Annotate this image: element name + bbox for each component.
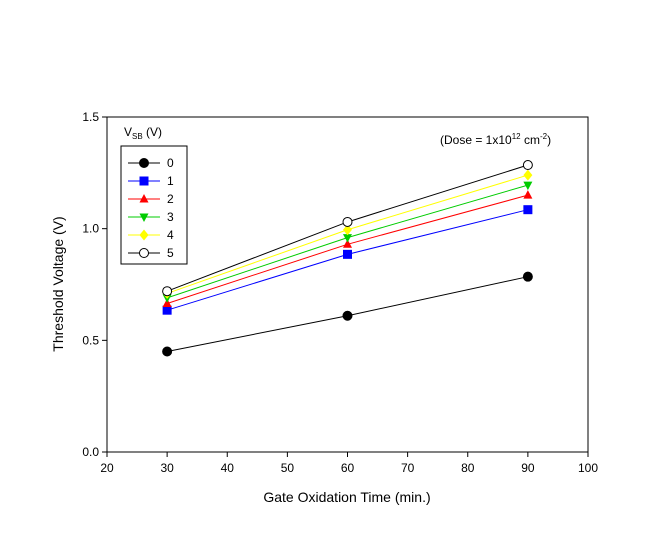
x-tick-label: 30 (160, 461, 174, 475)
legend-marker (139, 158, 149, 168)
data-point-series-4 (343, 224, 352, 236)
data-point-series-3 (343, 234, 352, 243)
legend-box (120, 145, 188, 265)
x-tick-label: 60 (341, 461, 355, 475)
x-tick-label: 50 (281, 461, 295, 475)
legend-label: 5 (167, 246, 174, 260)
x-axis: 20 30 40 50 60 70 80 90 100 (100, 452, 598, 475)
x-tick-label: 100 (578, 461, 598, 475)
x-tick-label: 40 (221, 461, 235, 475)
data-point-series-1 (162, 305, 172, 315)
data-point-series-3 (523, 181, 533, 191)
legend: 0 1 2 3 4 5 (128, 156, 174, 260)
data-point-series-1 (343, 249, 352, 259)
data-point-series-0 (162, 346, 173, 357)
y-tick-label: 0.0 (82, 445, 99, 459)
y-tick-label: 0.5 (82, 333, 99, 347)
data-point-series-0 (522, 271, 533, 282)
data-point-series-5 (162, 286, 173, 297)
x-axis-title: Gate Oxidation Time (min.) (263, 489, 430, 505)
y-tick-label: 1.0 (82, 222, 99, 236)
legend-label: 1 (167, 174, 174, 188)
data-point-series-2 (343, 239, 352, 248)
y-tick-label: 1.5 (82, 110, 99, 124)
x-tick-label: 20 (100, 461, 114, 475)
data-point-series-2 (523, 190, 533, 199)
x-tick-label: 70 (401, 461, 415, 475)
legend-label: 3 (167, 210, 174, 224)
legend-marker (139, 229, 149, 241)
legend-label: 2 (167, 192, 174, 206)
y-axis-title: Threshold Voltage (V) (50, 216, 66, 351)
legend-marker (139, 194, 149, 203)
data-point-series-1 (523, 205, 533, 215)
legend-marker (139, 248, 149, 258)
legend-title: VSB (V) (124, 125, 162, 141)
data-point-series-5 (522, 160, 533, 171)
legend-label: 0 (167, 156, 174, 170)
data-point-series-5 (342, 216, 353, 227)
data-point-series-0 (342, 310, 353, 321)
legend-marker (139, 176, 149, 186)
series-layer (162, 160, 533, 357)
y-axis: 0.0 0.5 1.0 1.5 (82, 110, 107, 459)
series-line-2 (166, 194, 529, 304)
x-tick-label: 80 (461, 461, 475, 475)
annotation-dose: (Dose = 1x1012 cm-2) (440, 132, 551, 147)
data-point-series-4 (523, 169, 533, 181)
x-tick-label: 90 (521, 461, 535, 475)
legend-marker (139, 213, 149, 222)
legend-label: 4 (167, 228, 174, 242)
